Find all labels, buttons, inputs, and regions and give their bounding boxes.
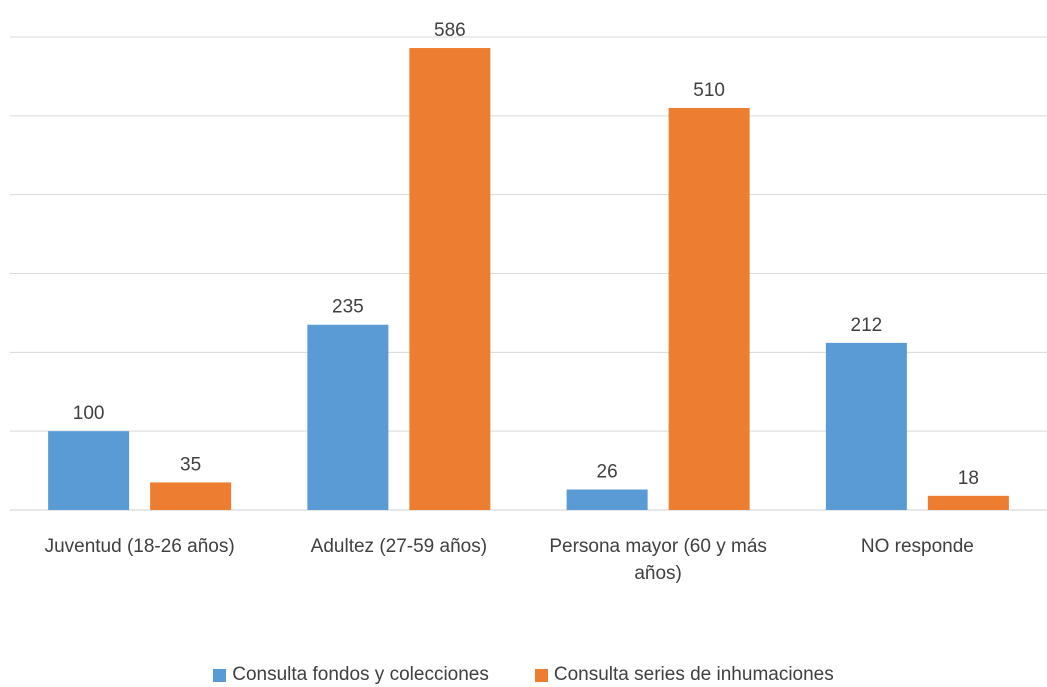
bar-series-2-cat-4 — [927, 495, 1009, 510]
bars — [48, 48, 1009, 510]
data-label-series-2-cat-1: 35 — [180, 454, 201, 475]
bar-series-1-cat-4 — [825, 342, 907, 510]
category-label-1: Juventud (18-26 años) — [45, 536, 235, 557]
bar-series-2-cat-3 — [668, 107, 750, 510]
data-label-series-1-cat-4: 212 — [851, 315, 883, 336]
data-label-series-2-cat-4: 18 — [958, 468, 979, 489]
bar-series-1-cat-3 — [566, 489, 648, 510]
data-label-series-2-cat-2: 586 — [434, 20, 466, 41]
legend: Consulta fondos y colecciones Consulta s… — [0, 664, 1047, 686]
bar-series-1-cat-2 — [307, 324, 389, 510]
legend-item-series-2: Consulta series de inhumaciones — [534, 664, 834, 686]
bar-series-2-cat-2 — [409, 48, 491, 510]
legend-label-series-2: Consulta series de inhumaciones — [553, 664, 834, 685]
data-label-series-1-cat-2: 235 — [332, 297, 364, 318]
bar-series-1-cat-1 — [48, 431, 130, 510]
data-labels: 100 35 235 586 26 510 212 18 — [73, 20, 979, 489]
category-label-2: Adultez (27-59 años) — [311, 536, 487, 557]
bar-series-2-cat-1 — [150, 482, 232, 510]
data-label-series-1-cat-1: 100 — [73, 403, 105, 424]
category-label-3: Persona mayor (60 y más años) — [549, 536, 767, 584]
category-axis: Juventud (18-26 años) Adultez (27-59 años… — [45, 536, 974, 584]
gridlines — [10, 36, 1047, 511]
category-label-4: NO responde — [861, 536, 974, 557]
legend-swatch-series-1 — [213, 668, 227, 682]
legend-label-series-1: Consulta fondos y colecciones — [232, 664, 489, 685]
legend-item-series-1: Consulta fondos y colecciones — [213, 664, 489, 686]
legend-swatch-series-2 — [534, 668, 548, 682]
data-label-series-2-cat-3: 510 — [693, 80, 725, 101]
data-label-series-1-cat-3: 26 — [597, 462, 618, 483]
